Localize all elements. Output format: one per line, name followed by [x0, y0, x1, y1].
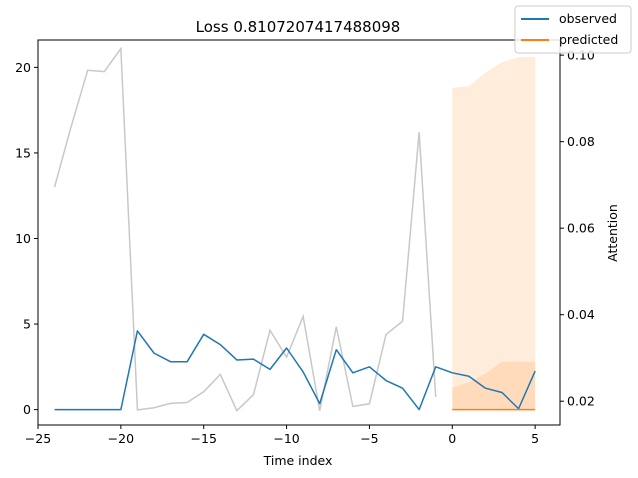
series-line-observed — [54, 330, 536, 411]
y-tick-label: 15 — [15, 145, 31, 160]
chart-title: Loss 0.8107207417488098 — [196, 18, 401, 36]
x-tick-label: 0 — [448, 431, 456, 446]
legend-label-predicted: predicted — [559, 32, 618, 47]
x-tick-label: −20 — [108, 431, 134, 446]
x-axis-label: Time index — [263, 453, 333, 468]
plot-frame — [37, 39, 561, 426]
quantile-band-1 — [452, 361, 536, 410]
quantile-band-0 — [452, 57, 536, 410]
x-tick-label: −15 — [191, 431, 217, 446]
x-tick-label: −10 — [273, 431, 299, 446]
legend-label-observed: observed — [559, 11, 617, 26]
legend-frame — [514, 5, 632, 54]
y2-tick-label: 0.08 — [567, 134, 595, 149]
series-line-attention — [53, 46, 437, 412]
y-tick-label: 20 — [15, 60, 31, 75]
y2-tick-label: 0.06 — [567, 221, 595, 236]
y-tick-label: 0 — [23, 402, 31, 417]
x-tick-label: 5 — [531, 431, 539, 446]
legend: observed predicted — [514, 5, 632, 54]
y2-tick-label: 0.04 — [567, 307, 595, 322]
x-tick-label: −5 — [360, 431, 378, 446]
y2-axis-label: Attention — [605, 204, 620, 262]
y-tick-label: 5 — [23, 317, 31, 332]
y2-tick-label: 0.02 — [567, 394, 595, 409]
y-tick-label: 10 — [15, 231, 31, 246]
x-tick-label: −25 — [25, 431, 51, 446]
